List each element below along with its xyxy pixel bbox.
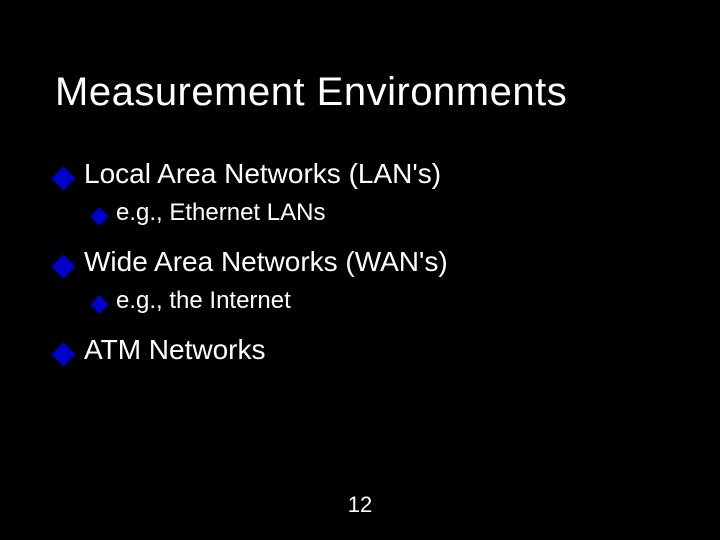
bullet-icon	[51, 255, 75, 279]
list-item-text: Local Area Networks (LAN's)	[84, 155, 441, 193]
list-subitem: e.g., the Internet	[93, 285, 665, 317]
list-item-text: ATM Networks	[84, 331, 266, 369]
slide: Measurement Environments Local Area Netw…	[0, 0, 720, 540]
bullet-icon	[90, 207, 108, 225]
list-subitem-text: e.g., the Internet	[116, 285, 291, 317]
page-number: 12	[0, 492, 720, 518]
bullet-icon	[51, 166, 75, 190]
list-item-text: Wide Area Networks (WAN's)	[84, 243, 448, 281]
list-subitem-text: e.g., Ethernet LANs	[116, 197, 325, 229]
list-item: Wide Area Networks (WAN's)	[55, 243, 665, 281]
bullet-list: Local Area Networks (LAN's) e.g., Ethern…	[55, 155, 665, 369]
bullet-icon	[90, 295, 108, 313]
slide-title: Measurement Environments	[55, 70, 665, 115]
bullet-icon	[51, 343, 75, 367]
list-item: Local Area Networks (LAN's)	[55, 155, 665, 193]
list-subitem: e.g., Ethernet LANs	[93, 197, 665, 229]
list-item: ATM Networks	[55, 331, 665, 369]
